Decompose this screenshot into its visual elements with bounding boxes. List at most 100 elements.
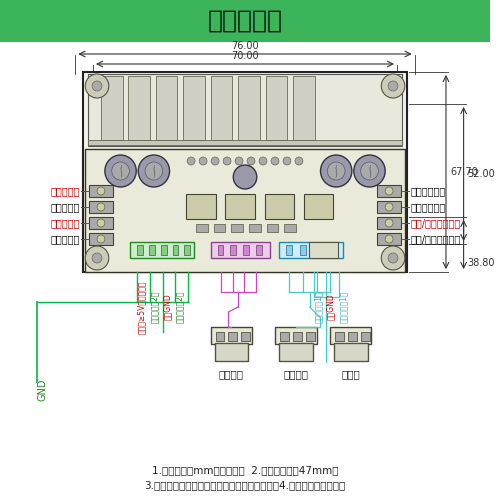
Text: 右声道输入2芯: 右声道输入2芯 — [176, 291, 184, 324]
Circle shape — [145, 162, 162, 180]
Circle shape — [223, 157, 231, 165]
Bar — [280, 242, 343, 258]
Text: 左声道输入2芯: 左声道输入2芯 — [150, 291, 159, 324]
Text: 总音量: 总音量 — [342, 370, 360, 380]
Bar — [228, 332, 237, 341]
Circle shape — [283, 157, 291, 165]
Bar — [249, 224, 260, 232]
Bar — [280, 342, 312, 360]
Circle shape — [382, 74, 405, 98]
Circle shape — [97, 203, 105, 211]
Circle shape — [97, 235, 105, 243]
Bar — [218, 245, 224, 255]
Bar — [293, 332, 302, 341]
Text: GND: GND — [37, 379, 47, 401]
Bar — [378, 185, 401, 197]
Text: (: ( — [368, 165, 371, 171]
Bar — [214, 224, 226, 232]
Text: ): ) — [119, 171, 122, 177]
Circle shape — [211, 157, 219, 165]
Circle shape — [259, 157, 267, 165]
Bar — [335, 332, 344, 341]
Circle shape — [92, 253, 102, 263]
Circle shape — [97, 187, 105, 195]
Text: 38.80: 38.80 — [468, 258, 495, 268]
Circle shape — [382, 246, 405, 270]
Text: 低音调节: 低音调节 — [219, 370, 244, 380]
Circle shape — [199, 157, 207, 165]
Text: (: ( — [335, 165, 338, 171]
Circle shape — [385, 235, 393, 243]
Text: 高电压≥5V，使用留意: 高电压≥5V，使用留意 — [137, 280, 146, 334]
Bar — [88, 74, 402, 146]
Bar — [184, 76, 205, 140]
Text: 右声道输入1芯: 右声道输入1芯 — [314, 291, 322, 324]
Bar — [238, 76, 260, 140]
Bar — [101, 76, 122, 140]
Text: 3.对外供电接口电压需要测试后接入其他设备；4.设计尺寸仅供参考。: 3.对外供电接口电压需要测试后接入其他设备；4.设计尺寸仅供参考。 — [144, 480, 346, 490]
Bar — [334, 342, 368, 360]
Bar — [348, 332, 357, 341]
Text: 尺寸接线图: 尺寸接线图 — [208, 9, 282, 33]
Text: ): ) — [335, 171, 338, 177]
Text: (: ( — [152, 165, 156, 171]
Bar — [89, 217, 112, 229]
Text: 左喇叭负极: 左喇叭负极 — [50, 202, 80, 212]
Circle shape — [328, 162, 345, 180]
Text: 1.尺寸单位是mm（毫米）；  2.产品总高度约47mm；: 1.尺寸单位是mm（毫米）； 2.产品总高度约47mm； — [152, 465, 338, 475]
Bar — [378, 233, 401, 245]
Bar — [378, 201, 401, 213]
Text: 52.00: 52.00 — [468, 169, 495, 179]
Circle shape — [234, 165, 257, 189]
Bar — [130, 242, 194, 258]
Bar — [89, 201, 112, 213]
Bar — [89, 233, 112, 245]
Text: 低音GND: 低音GND — [326, 294, 336, 320]
Bar — [216, 332, 224, 341]
Bar — [232, 224, 243, 232]
Circle shape — [92, 81, 102, 91]
Text: 低音喇叭正极: 低音喇叭正极 — [410, 186, 446, 196]
Bar — [328, 245, 334, 255]
Bar — [196, 224, 208, 232]
Text: 右喇叭负极: 右喇叭负极 — [50, 234, 80, 244]
Bar — [300, 245, 306, 255]
Circle shape — [360, 162, 378, 180]
Bar — [266, 76, 287, 140]
Text: (: ( — [119, 165, 122, 171]
Bar — [184, 245, 190, 255]
Bar — [241, 332, 250, 341]
Bar — [226, 194, 255, 219]
Text: 交流/直流电源输入: 交流/直流电源输入 — [410, 218, 461, 228]
Bar — [330, 327, 372, 344]
Circle shape — [385, 219, 393, 227]
Bar — [264, 194, 294, 219]
Bar — [84, 72, 407, 272]
Bar — [88, 140, 402, 145]
Text: 右声道输入1芯: 右声道输入1芯 — [339, 291, 348, 324]
Bar — [308, 242, 338, 258]
Bar — [186, 194, 216, 219]
Circle shape — [247, 157, 255, 165]
Bar — [243, 245, 249, 255]
Circle shape — [105, 155, 136, 187]
Bar — [128, 76, 150, 140]
Text: ): ) — [368, 171, 371, 177]
Bar — [86, 149, 405, 272]
Circle shape — [320, 155, 352, 187]
Bar — [360, 332, 370, 341]
Bar — [89, 185, 112, 197]
Bar — [210, 242, 270, 258]
Circle shape — [86, 74, 109, 98]
Bar — [266, 224, 278, 232]
Text: 76.00: 76.00 — [231, 41, 259, 51]
Text: ): ) — [152, 171, 156, 177]
Bar — [156, 76, 178, 140]
Text: 右喇叭正极: 右喇叭正极 — [50, 218, 80, 228]
Bar — [378, 217, 401, 229]
Circle shape — [86, 246, 109, 270]
Bar — [284, 224, 296, 232]
Circle shape — [187, 157, 195, 165]
Circle shape — [112, 162, 130, 180]
Text: 高音调节: 高音调节 — [284, 370, 308, 380]
